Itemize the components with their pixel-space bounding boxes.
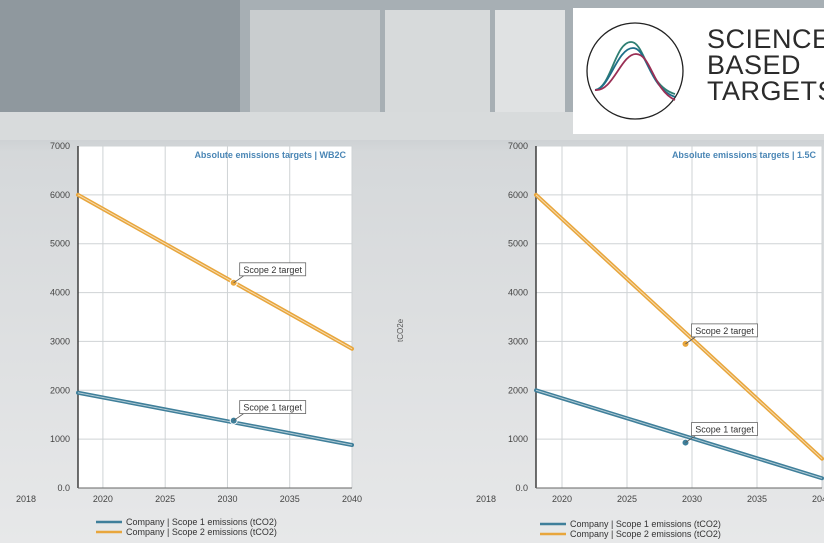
chart-title: Absolute emissions targets | WB2C bbox=[194, 150, 346, 160]
y-tick-label: 1000 bbox=[50, 434, 70, 444]
y-tick-label: 5000 bbox=[50, 239, 70, 249]
annotation-label: Scope 1 target bbox=[243, 403, 302, 413]
y-tick-label: 2000 bbox=[50, 385, 70, 395]
legend-label: Company | Scope 2 emissions (tCO2) bbox=[570, 529, 721, 539]
y-tick-label: 3000 bbox=[508, 336, 528, 346]
legend-label: Company | Scope 2 emissions (tCO2) bbox=[126, 527, 277, 537]
x-tick-label: 2035 bbox=[747, 494, 767, 504]
y-tick-label: 7000 bbox=[508, 141, 528, 151]
y-axis-unit-label: tCO2e bbox=[396, 318, 405, 342]
x-tick-label: 2020 bbox=[552, 494, 572, 504]
x-tick-label: 2020 bbox=[93, 494, 113, 504]
x-tick-label: 2040 bbox=[342, 494, 362, 504]
annotation-box bbox=[239, 400, 307, 414]
y-tick-label: 6000 bbox=[50, 190, 70, 200]
y-tick-label: 3000 bbox=[50, 336, 70, 346]
logo-text: SCIENCE BASED TARGETS bbox=[707, 24, 824, 106]
x-tick-label: 2030 bbox=[217, 494, 237, 504]
y-tick-label: 4000 bbox=[508, 288, 528, 298]
annotation-box bbox=[691, 422, 758, 436]
logo-line-2: BASED bbox=[707, 50, 802, 80]
annotation-leader bbox=[685, 336, 696, 345]
series-line-highlight-2 bbox=[535, 194, 823, 460]
y-tick-label: 6000 bbox=[508, 190, 528, 200]
legend-label: Company | Scope 1 emissions (tCO2) bbox=[570, 519, 721, 529]
y-tick-label: 2000 bbox=[508, 385, 528, 395]
annotation-box bbox=[691, 323, 758, 338]
chart-title: Absolute emissions targets | 1.5C bbox=[672, 150, 817, 160]
y-tick-label: 0.0 bbox=[515, 483, 528, 493]
annotation-leader bbox=[685, 435, 696, 443]
annotation-label: Scope 2 target bbox=[243, 265, 302, 275]
series-line-highlight-1 bbox=[77, 392, 353, 446]
x-tick-label: 2025 bbox=[617, 494, 637, 504]
annotation-label: Scope 2 target bbox=[695, 326, 754, 336]
sbt-wave-logo-icon bbox=[586, 22, 684, 120]
legend-label: Company | Scope 1 emissions (tCO2) bbox=[126, 517, 277, 527]
annotation-label: Scope 1 target bbox=[695, 425, 754, 435]
series-line-highlight-1 bbox=[535, 389, 823, 479]
series-line-highlight-2 bbox=[77, 194, 353, 350]
y-tick-label: 5000 bbox=[508, 239, 528, 249]
y-tick-label: 0.0 bbox=[57, 483, 70, 493]
x-tick-label: 2018 bbox=[476, 494, 496, 504]
y-tick-label: 4000 bbox=[50, 288, 70, 298]
annotation-leader bbox=[233, 413, 244, 421]
x-tick-label: 2040 bbox=[812, 494, 824, 504]
logo-line-3: TARGETS bbox=[707, 76, 824, 106]
plot-area bbox=[78, 146, 352, 488]
y-tick-label: 7000 bbox=[50, 141, 70, 151]
annotation-box bbox=[239, 262, 307, 277]
x-tick-label: 2035 bbox=[280, 494, 300, 504]
chart-wb2c: 0.0 1000 2000 3000 4000 5000 6000 7000 2018 2020 2… bbox=[16, 141, 362, 537]
science-based-targets-logo: SCIENCE BASED TARGETS bbox=[573, 8, 824, 134]
x-tick-label: 2030 bbox=[682, 494, 702, 504]
y-tick-label: 1000 bbox=[508, 434, 528, 444]
plot-area bbox=[536, 146, 822, 488]
annotation-leader bbox=[233, 275, 244, 284]
x-tick-label: 2025 bbox=[155, 494, 175, 504]
chart-1-5c: 0.0 1000 2000 3000 4000 5000 6000 7000 2018 2020 2… bbox=[476, 141, 824, 539]
x-tick-label: 2018 bbox=[16, 494, 36, 504]
logo-line-1: SCIENCE bbox=[707, 24, 824, 54]
